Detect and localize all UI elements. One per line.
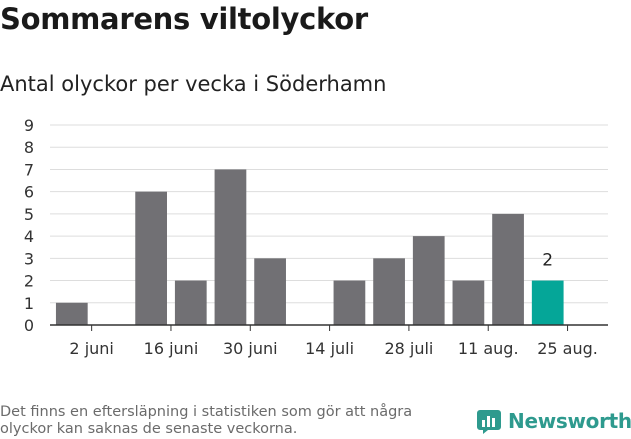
bar	[531, 280, 564, 325]
y-tick-label: 7	[24, 160, 34, 179]
bar	[412, 236, 445, 325]
x-tick-label: 25 aug.	[537, 339, 598, 358]
newsworthy-logo-icon	[476, 408, 502, 434]
x-tick-label: 11 aug.	[458, 339, 519, 358]
y-tick-label: 2	[24, 272, 34, 291]
bar	[492, 213, 524, 325]
bar	[55, 302, 88, 325]
y-tick-label: 5	[24, 205, 34, 224]
footnote: Det finns en eftersläpning i statistiken…	[0, 404, 413, 437]
newsworthy-logo-text: Newsworthy	[508, 409, 631, 433]
bar	[135, 191, 167, 325]
bar	[373, 258, 405, 325]
y-tick-label: 0	[24, 316, 34, 335]
y-tick-label: 4	[24, 227, 34, 246]
bar	[214, 169, 247, 325]
y-tick-label: 1	[24, 294, 34, 313]
bar	[254, 258, 286, 325]
x-tick-label: 30 juni	[223, 339, 278, 358]
bar	[452, 280, 485, 325]
x-tick-label: 16 juni	[144, 339, 199, 358]
bar-chart: 0 1 2 3 4 5 6 7 8 9 2 2 juni 16 juni 30 juni 14 juli 28…	[24, 116, 608, 358]
chart-title: Sommarens viltolyckor	[0, 2, 368, 36]
y-tick-label: 9	[24, 116, 34, 135]
chart-subtitle: Antal olyckor per vecka i Söderhamn	[0, 72, 387, 96]
bar	[174, 280, 207, 325]
y-tick-label: 6	[24, 183, 34, 202]
x-tick-label: 14 juli	[305, 339, 354, 358]
bar	[333, 280, 366, 325]
y-tick-label: 3	[24, 249, 34, 268]
x-tick-label: 28 juli	[384, 339, 433, 358]
data-label: 2	[542, 251, 553, 271]
x-tick-label: 2 juni	[69, 339, 113, 358]
newsworthy-logo[interactable]: Newsworthy	[476, 408, 631, 434]
y-tick-label: 8	[24, 138, 34, 157]
